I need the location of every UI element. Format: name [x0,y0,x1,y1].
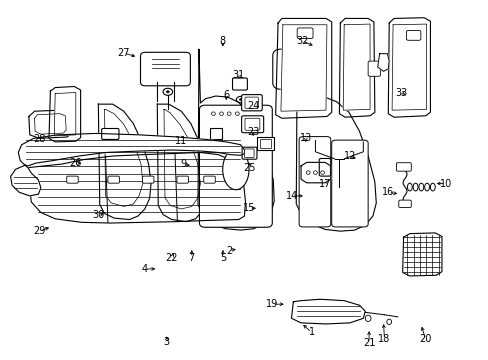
Ellipse shape [313,171,317,174]
Polygon shape [49,86,81,142]
Text: 29: 29 [33,226,45,236]
Text: 20: 20 [419,334,431,345]
Ellipse shape [320,171,324,174]
FancyBboxPatch shape [244,149,254,157]
FancyBboxPatch shape [396,163,410,171]
Ellipse shape [365,315,370,321]
Text: 6: 6 [223,90,229,100]
Text: 15: 15 [243,203,255,213]
Text: 31: 31 [232,70,244,80]
FancyBboxPatch shape [66,176,78,183]
Ellipse shape [219,112,223,116]
Text: 30: 30 [92,210,104,220]
FancyBboxPatch shape [331,140,367,227]
Text: 4: 4 [142,264,147,274]
Polygon shape [98,104,151,220]
Text: 24: 24 [246,101,259,111]
Polygon shape [280,25,326,111]
Polygon shape [157,104,208,222]
Text: 10: 10 [439,179,451,189]
FancyBboxPatch shape [108,176,119,183]
Ellipse shape [166,91,169,93]
Polygon shape [387,18,429,117]
FancyBboxPatch shape [272,49,325,89]
Text: 13: 13 [299,133,311,143]
Text: 8: 8 [220,36,225,46]
FancyBboxPatch shape [241,116,263,133]
Polygon shape [28,153,245,223]
FancyBboxPatch shape [241,95,262,111]
Text: 12: 12 [343,151,355,161]
FancyBboxPatch shape [299,136,330,227]
Text: 23: 23 [246,127,259,138]
Text: 26: 26 [69,158,82,168]
Polygon shape [343,24,369,110]
FancyBboxPatch shape [244,97,258,108]
FancyBboxPatch shape [257,136,273,150]
Text: 14: 14 [285,191,298,201]
Polygon shape [29,110,71,138]
FancyBboxPatch shape [102,129,119,139]
Text: 22: 22 [165,253,178,262]
Ellipse shape [386,319,391,324]
Text: 27: 27 [117,48,130,58]
Text: 9: 9 [180,159,186,169]
Text: 16: 16 [381,187,394,197]
Polygon shape [301,162,330,183]
Polygon shape [163,109,200,209]
Text: 11: 11 [175,136,187,146]
FancyBboxPatch shape [260,139,270,148]
Ellipse shape [222,149,248,190]
Ellipse shape [305,171,309,174]
Ellipse shape [227,112,231,116]
Polygon shape [391,24,426,110]
FancyBboxPatch shape [203,176,215,183]
Polygon shape [402,233,441,276]
Polygon shape [198,49,274,230]
Text: 21: 21 [362,338,374,348]
FancyBboxPatch shape [140,52,190,86]
FancyBboxPatch shape [199,105,272,227]
Ellipse shape [211,112,215,116]
Polygon shape [377,54,388,71]
Text: 2: 2 [225,246,232,256]
Text: 28: 28 [33,134,45,144]
Polygon shape [275,18,331,118]
Polygon shape [11,165,41,196]
Ellipse shape [236,96,244,103]
Text: 5: 5 [220,253,225,262]
Polygon shape [54,93,76,136]
Text: 17: 17 [318,179,330,189]
Polygon shape [296,60,376,231]
FancyBboxPatch shape [406,30,420,40]
Ellipse shape [235,112,239,116]
FancyBboxPatch shape [209,128,222,139]
Text: 1: 1 [308,327,314,337]
Text: 3: 3 [163,337,170,347]
Polygon shape [339,18,374,117]
FancyBboxPatch shape [242,147,256,159]
FancyBboxPatch shape [244,118,259,130]
FancyBboxPatch shape [232,78,247,90]
FancyBboxPatch shape [367,61,380,76]
Polygon shape [18,134,244,166]
Polygon shape [35,114,66,134]
Text: 25: 25 [243,163,255,173]
FancyBboxPatch shape [297,28,312,39]
Polygon shape [291,299,365,324]
Ellipse shape [239,99,242,100]
Ellipse shape [163,88,172,95]
FancyBboxPatch shape [398,200,410,207]
FancyBboxPatch shape [142,176,154,183]
FancyBboxPatch shape [177,176,188,183]
Text: 7: 7 [188,253,195,262]
Text: 19: 19 [265,299,278,309]
FancyBboxPatch shape [319,158,330,176]
Polygon shape [104,109,142,207]
Text: 18: 18 [378,334,390,345]
Text: 32: 32 [295,36,307,46]
Text: 33: 33 [395,87,407,98]
